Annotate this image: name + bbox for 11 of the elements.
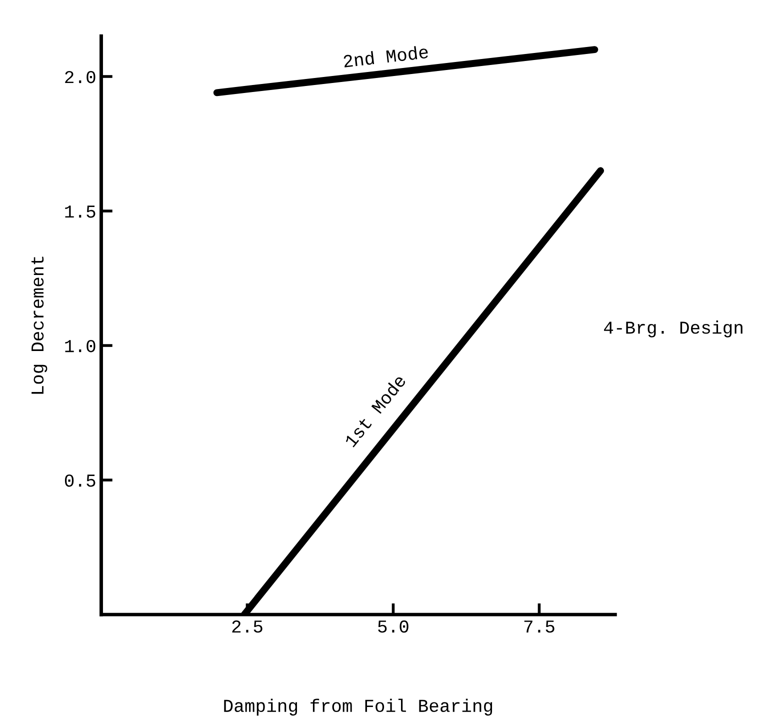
y-tick-label: 0.5 [64,474,96,487]
x-axis-title: Damping from Foil Bearing [224,698,492,716]
x-tick-label: 5.0 [378,620,408,633]
y-axis-title: Log Decrement [31,256,48,394]
y-tick-label: 1.5 [65,206,96,218]
text: 2nd Mode [343,44,428,68]
x-tick-label: 7.5 [524,620,554,633]
annotation: 4-Brg. Design [604,320,742,338]
y-tick-label: 2.0 [65,70,96,84]
x-tick-label: 2.5 [232,620,262,633]
y-tick-label: 1.0 [65,340,96,352]
